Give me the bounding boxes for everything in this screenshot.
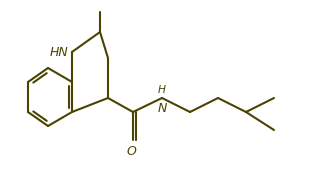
Text: H: H bbox=[158, 85, 166, 95]
Text: HN: HN bbox=[49, 46, 68, 59]
Text: O: O bbox=[126, 145, 136, 158]
Text: N: N bbox=[157, 102, 167, 115]
